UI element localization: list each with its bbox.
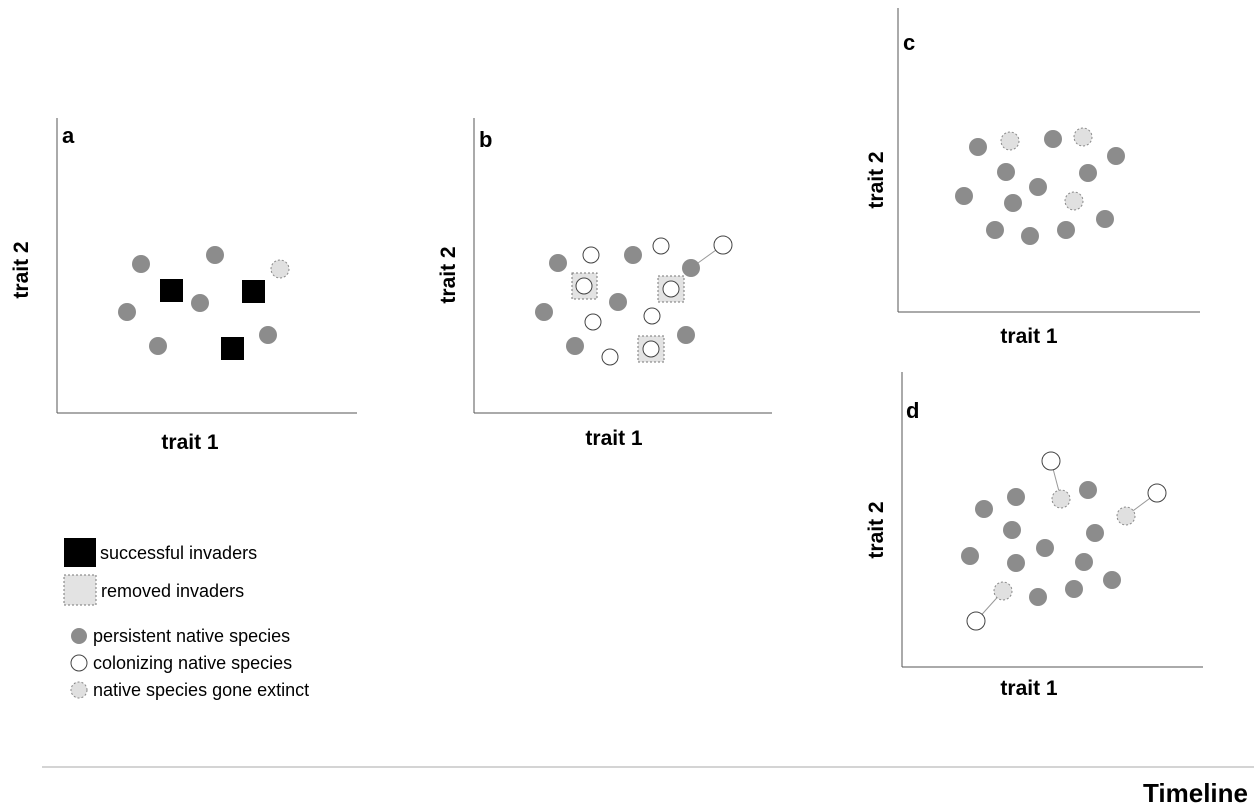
persistent-native-species (961, 547, 979, 565)
colonizing-native-species (575, 277, 593, 295)
persistent-native-species (566, 337, 584, 355)
native-species-gone-extinct (1051, 489, 1071, 509)
colonizing-native-species (713, 235, 733, 255)
removed-invader (657, 275, 685, 303)
persistent-native-species (118, 303, 136, 321)
legend-label: successful invaders (100, 543, 257, 563)
persistent-native-species (1057, 221, 1075, 239)
x-axis-label: trait 1 (1000, 677, 1058, 700)
persistent-native-species (549, 254, 567, 272)
legend-label: persistent native species (93, 626, 290, 646)
persistent-native-species (1036, 539, 1054, 557)
native-species-gone-extinct (993, 581, 1013, 601)
persistent-native-species (1065, 580, 1083, 598)
colonizing-native-species (643, 307, 661, 325)
persistent-native-species (1044, 130, 1062, 148)
native-species-gone-extinct (1073, 127, 1093, 147)
panel-label: b (479, 127, 492, 152)
persistent-native-species (997, 163, 1015, 181)
timeline: Timeline (42, 766, 1254, 808)
persistent-native-species (682, 259, 700, 277)
y-axis-label: trait 2 (865, 501, 888, 558)
native-species-gone-extinct (270, 259, 290, 279)
x-axis-label: trait 1 (161, 431, 219, 454)
colonizing-native-species (966, 611, 986, 631)
legend-item-persistent-native: persistent native species (71, 626, 290, 646)
persistent-native-species (1079, 164, 1097, 182)
persistent-native-species (1007, 488, 1025, 506)
legend-label: colonizing native species (93, 653, 292, 673)
y-axis-label: trait 2 (437, 246, 460, 303)
y-axis-label: trait 2 (865, 151, 888, 208)
persistent-native-species (1079, 481, 1097, 499)
panel-a: a trait 1 trait 2 (10, 118, 357, 454)
persistent-native-species (1004, 194, 1022, 212)
persistent-native-species (1086, 524, 1104, 542)
legend-label: removed invaders (101, 581, 244, 601)
persistent-native-species (969, 138, 987, 156)
persistent-native-species (206, 246, 224, 264)
persistent-native-species (1096, 210, 1114, 228)
colonizing-native-species (652, 237, 670, 255)
persistent-native-species (677, 326, 695, 344)
successful-invader (160, 279, 183, 302)
colonizing-native-species (584, 313, 602, 331)
legend-item-extinct-native: native species gone extinct (70, 680, 309, 700)
successful-invader (242, 280, 265, 303)
colonizing-native-species (601, 348, 619, 366)
y-axis-label: trait 2 (10, 241, 33, 298)
panel-d: d trait 1 trait 2 (865, 372, 1203, 700)
legend-label: native species gone extinct (93, 680, 309, 700)
persistent-native-species (132, 255, 150, 273)
persistent-native-species (1103, 571, 1121, 589)
persistent-native-species (1029, 588, 1047, 606)
persistent-native-species (624, 246, 642, 264)
persistent-native-species (1107, 147, 1125, 165)
colonizing-native-species (1041, 451, 1061, 471)
legend-item-colonizing-native: colonizing native species (70, 653, 292, 673)
persistent-native-species (1029, 178, 1047, 196)
persistent-native-species (609, 293, 627, 311)
successful-invader (221, 337, 244, 360)
panel-label: c (903, 30, 915, 55)
x-axis-label: trait 1 (1000, 325, 1058, 348)
legend-item-removed-invaders: removed invaders (63, 574, 244, 606)
persistent-native-species (1075, 553, 1093, 571)
panel-label: a (62, 123, 75, 148)
panel-label: d (906, 398, 919, 423)
legend: successful invaders removed invaders per… (63, 538, 309, 700)
persistent-native-species (1007, 554, 1025, 572)
colonizing-native-species (662, 280, 680, 298)
legend-item-successful-invaders: successful invaders (64, 538, 257, 567)
colonizing-native-species (582, 246, 600, 264)
persistent-native-species (1003, 521, 1021, 539)
colonizing-native-swatch (70, 654, 88, 672)
removed-invader (637, 335, 665, 363)
persistent-native-species (259, 326, 277, 344)
persistent-native-species (1021, 227, 1039, 245)
persistent-native-species (535, 303, 553, 321)
persistent-native-species (986, 221, 1004, 239)
timeline-label: Timeline (1143, 778, 1248, 808)
native-species-gone-extinct (1116, 506, 1136, 526)
persistent-native-species (191, 294, 209, 312)
panel-c: c trait 1 trait 2 (865, 8, 1200, 348)
x-axis-label: trait 1 (585, 427, 643, 450)
native-species-gone-extinct (1000, 131, 1020, 151)
colonizing-native-species (642, 340, 660, 358)
persistent-native-species (975, 500, 993, 518)
removed-invader-swatch (63, 574, 97, 606)
colonizing-native-species (1147, 483, 1167, 503)
native-species-gone-extinct (1064, 191, 1084, 211)
panel-b: b trait 1 trait 2 (437, 118, 772, 450)
persistent-native-species (149, 337, 167, 355)
persistent-native-species (955, 187, 973, 205)
persistent-native-swatch (71, 628, 87, 644)
successful-invader-swatch (64, 538, 96, 567)
extinct-native-swatch (70, 681, 88, 699)
